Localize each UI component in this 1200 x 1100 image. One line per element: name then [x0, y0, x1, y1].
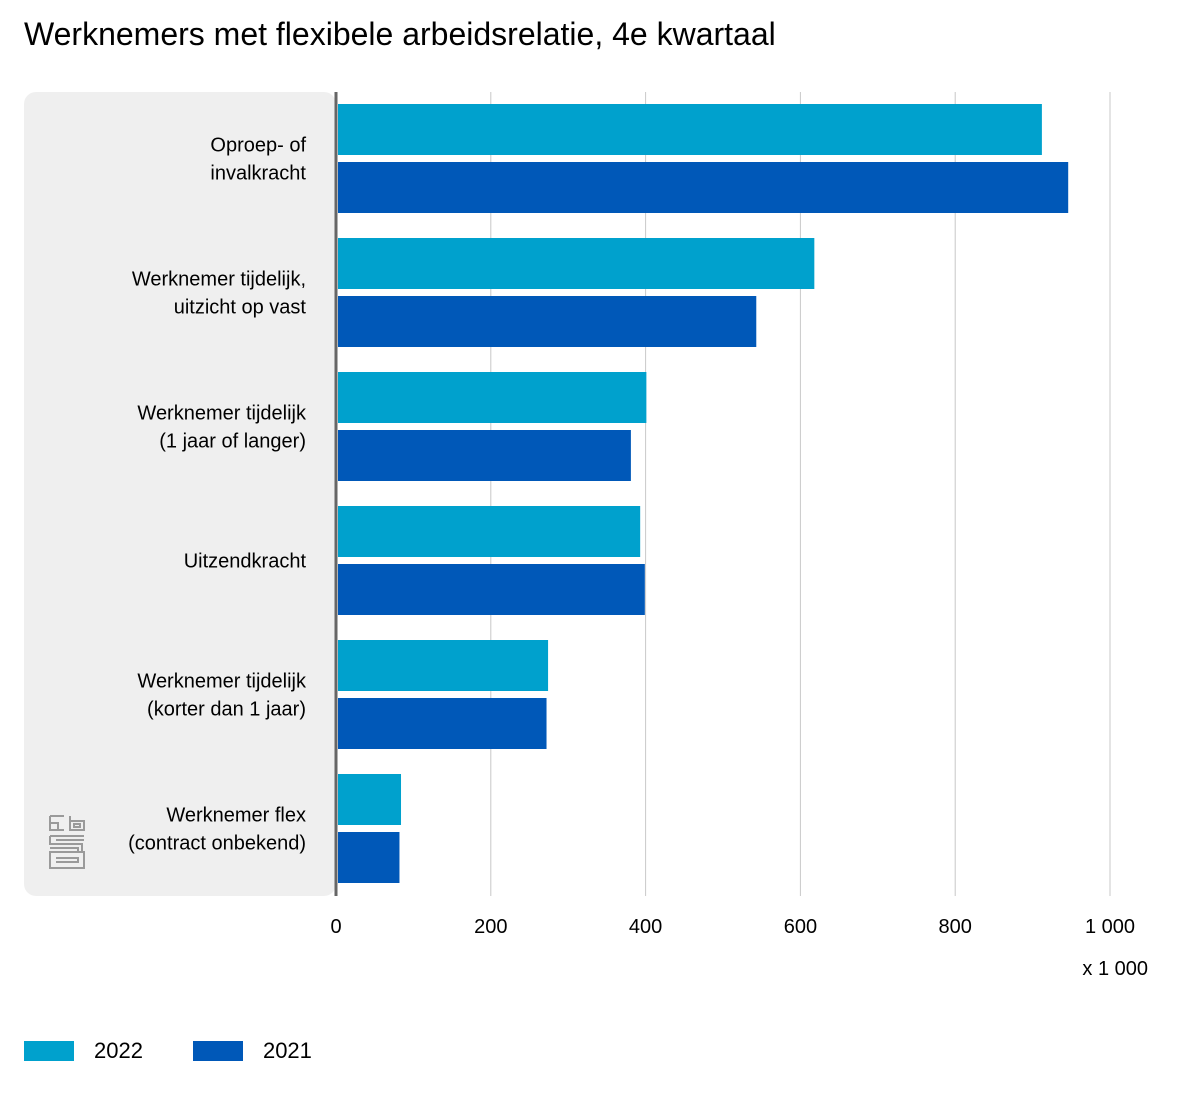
bar-2022-2 — [338, 372, 647, 423]
legend: 2022 2021 — [24, 1038, 362, 1064]
x-tick-label: 600 — [784, 916, 817, 938]
x-tick-label: 200 — [474, 916, 507, 938]
legend-swatch-2022 — [24, 1041, 74, 1061]
bar-2021-3 — [338, 564, 645, 615]
legend-item-2022: 2022 — [24, 1038, 143, 1064]
cbs-logo-icon — [49, 815, 85, 869]
bar-2022-4 — [338, 640, 549, 691]
bar-2022-0 — [338, 104, 1042, 155]
x-tick-label: 800 — [939, 916, 972, 938]
bar-2022-3 — [338, 506, 641, 557]
chart-title: Werknemers met flexibele arbeidsrelatie,… — [24, 16, 776, 52]
x-tick-label: 0 — [330, 916, 341, 938]
bar-2022-5 — [338, 774, 402, 825]
category-label: Uitzendkracht — [184, 551, 307, 573]
category-label: invalkracht — [210, 163, 306, 185]
bar-2022-1 — [338, 238, 815, 289]
bar-2021-4 — [338, 698, 547, 749]
x-tick-label: 1 000 — [1085, 916, 1135, 938]
x-tick-label: 400 — [629, 916, 662, 938]
category-label: Werknemer tijdelijk, — [132, 269, 306, 291]
category-axis-panel — [24, 92, 336, 896]
legend-item-2021: 2021 — [192, 1038, 312, 1064]
bar-2021-2 — [338, 430, 631, 481]
bar-chart: Oproep- of invalkracht Werknemer tijdelijk… — [24, 92, 1148, 980]
category-labels: Oproep- of invalkracht Werknemer tijdelijk… — [128, 135, 307, 855]
category-label: (korter dan 1 jaar) — [147, 699, 306, 721]
bar-2021-0 — [338, 162, 1069, 213]
category-label: (1 jaar of langer) — [159, 431, 306, 453]
legend-swatch-2021 — [192, 1041, 243, 1061]
legend-label-2022: 2022 — [94, 1038, 143, 1063]
category-label: Werknemer tijdelijk — [137, 403, 307, 425]
gridlines — [490, 92, 1111, 896]
category-label: Werknemer flex — [166, 805, 306, 827]
bar-2021-1 — [338, 296, 757, 347]
category-label: Werknemer tijdelijk — [137, 671, 307, 693]
bars — [338, 104, 1069, 883]
x-unit-label: x 1 000 — [1082, 958, 1148, 980]
category-label: Oproep- of — [210, 135, 306, 157]
category-label: uitzicht op vast — [174, 297, 307, 319]
legend-label-2021: 2021 — [262, 1038, 312, 1063]
bar-2021-5 — [338, 832, 400, 883]
category-label: (contract onbekend) — [128, 833, 306, 855]
tick-labels: 0 200 400 600 800 1 000 — [330, 916, 1135, 938]
